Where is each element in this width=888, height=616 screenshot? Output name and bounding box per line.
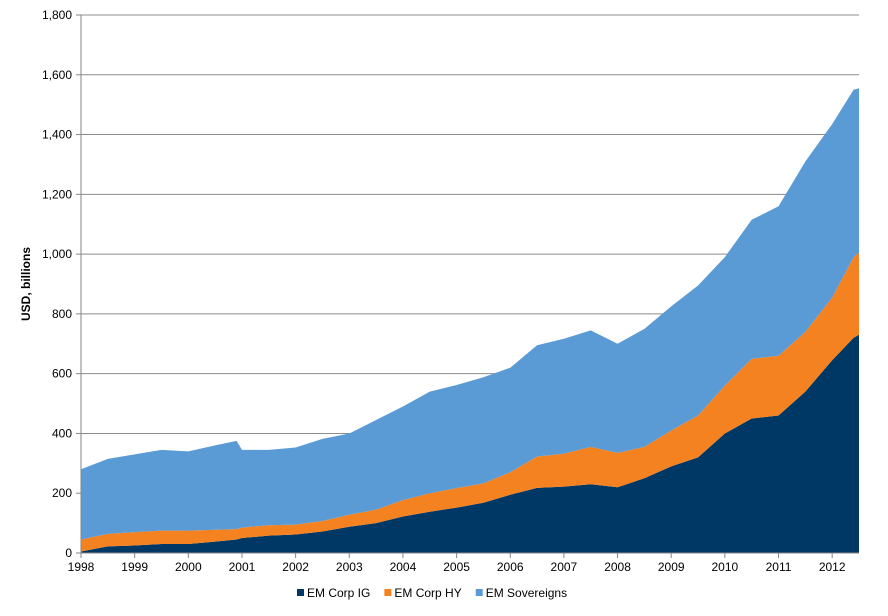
area-em-sovereigns [81, 88, 859, 540]
y-tick-label: 1,600 [42, 68, 72, 82]
x-tick-label: 2007 [551, 560, 578, 574]
x-tick-label: 1999 [121, 560, 148, 574]
axes [76, 14, 859, 558]
y-tick-label: 0 [65, 546, 72, 560]
x-tick-label: 2004 [390, 560, 417, 574]
x-tick-label: 2001 [229, 560, 256, 574]
x-tick-label: 2002 [282, 560, 309, 574]
x-tick-label: 2009 [658, 560, 685, 574]
y-tick-label: 1,800 [42, 8, 72, 22]
x-tick-label: 2012 [819, 560, 846, 574]
legend-swatch [475, 589, 483, 596]
area-em-corp-ig [81, 334, 859, 553]
y-tick-label: 1,200 [42, 187, 72, 201]
x-tick-labels: 1998 1999 2000 2001 2002 2003 2004 2005 2006 2007… [68, 560, 846, 574]
x-tick-label: 2008 [604, 560, 631, 574]
area-em-corp-hy [81, 252, 859, 552]
legend-label: EM Corp HY [394, 586, 461, 600]
gridlines [81, 14, 859, 494]
y-tick-label: 200 [52, 486, 72, 500]
y-tick-label: 800 [52, 307, 72, 321]
y-tick-label: 1,000 [42, 247, 72, 261]
x-tick-label: 2000 [175, 560, 202, 574]
y-tick-label: 1,400 [42, 128, 72, 142]
y-axis-title: USD, billions [19, 247, 33, 321]
y-tick-labels: 0 200 400 600 800 1,000 1,200 1,400 1,600 1,800 [42, 8, 72, 560]
y-tick-label: 400 [52, 426, 72, 440]
series-areas [81, 88, 859, 553]
x-tick-label: 2011 [766, 560, 792, 574]
x-tick-label: 2006 [497, 560, 524, 574]
x-tick-label: 2003 [336, 560, 363, 574]
legend-label: EM Sovereigns [486, 586, 567, 600]
x-tick-label: 2010 [712, 560, 739, 574]
legend-swatch [384, 589, 392, 596]
legend-label: EM Corp IG [307, 586, 370, 600]
legend-item-em-corp-hy: EM Corp HY [384, 586, 462, 600]
x-tick-label: 1998 [68, 560, 95, 574]
legend-swatch [297, 589, 304, 596]
y-tick-label: 600 [52, 367, 72, 381]
legend: EM Corp IG EM Corp HY EM Sovereigns [297, 586, 567, 600]
legend-item-em-corp-ig: EM Corp IG [297, 586, 370, 600]
legend-item-em-sovereigns: EM Sovereigns [475, 586, 567, 600]
x-tick-label: 2005 [443, 560, 470, 574]
